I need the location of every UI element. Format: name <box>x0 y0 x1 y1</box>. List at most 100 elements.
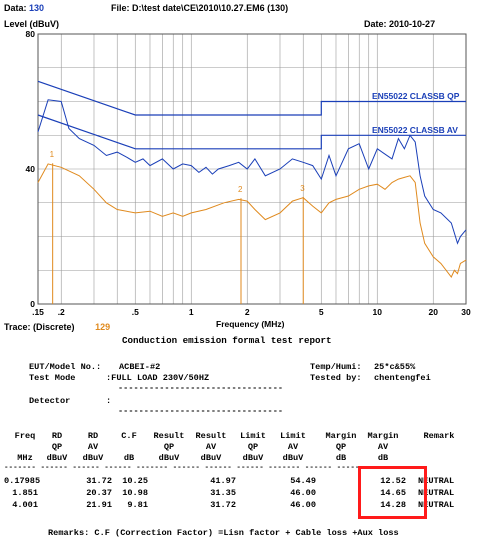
table-cell: 46.00 <box>290 500 316 510</box>
table-header-cell: Limit <box>240 431 266 441</box>
table-cell: 54.49 <box>290 476 316 486</box>
table-header-cell: AV <box>205 442 217 452</box>
table-cell: 21.91 <box>86 500 112 510</box>
file-label: File: <box>111 3 130 13</box>
x-axis-label: Frequency (MHz) <box>216 319 285 329</box>
x-tick-label: .2 <box>58 307 65 317</box>
table-header-cell: RD <box>87 431 99 441</box>
trace-value: 129 <box>95 322 111 332</box>
y-tick-label: 0 <box>30 299 35 309</box>
trace-info: Trace: (Discrete) 129 <box>4 322 110 332</box>
table-cell: 20.37 <box>86 488 112 498</box>
table-cell: 31.35 <box>210 488 236 498</box>
table-header-cell: Freq <box>14 431 36 441</box>
limit-label-av: EN55022 CLASSB AV <box>372 125 458 135</box>
margin-highlight-box <box>358 466 427 519</box>
table-cell: 10.25 <box>122 476 148 486</box>
x-tick-label: 20 <box>429 307 439 317</box>
file-value: D:\test date\CE\2010\10.27.EM6 (130) <box>132 3 289 13</box>
emission-chart: 1 2 3 .15 .2 .5 1 2 5 10 20 30 0 40 80 EN55022 CLASSB… <box>26 29 471 329</box>
marker-label: 1 <box>50 150 55 159</box>
tested-value: chentengfei <box>374 373 431 383</box>
table-cell: 1.851 <box>12 488 38 498</box>
axis-ticks: .15 .2 .5 1 2 5 10 20 30 0 40 80 <box>26 29 471 317</box>
table-header-cell: dBuV <box>82 453 104 463</box>
series-qp-line <box>37 99 467 245</box>
table-header-cell: dB <box>123 453 135 463</box>
date-value: 2010-10-27 <box>389 19 436 29</box>
report-title: Conduction emission formal test report <box>122 335 332 346</box>
table-header-cell: Margin <box>367 431 399 441</box>
series-av-line <box>37 163 467 278</box>
eut-value: ACBEI-#2 <box>119 362 161 372</box>
table-header-cell: QP <box>51 442 63 452</box>
table-cell: 31.72 <box>210 500 236 510</box>
table-header-cell: dB <box>377 453 389 463</box>
table-cell: NEUTRAL <box>418 488 455 498</box>
x-tick-label: 2 <box>245 307 250 317</box>
table-header-cell: Result <box>195 431 227 441</box>
x-tick-label: 1 <box>189 307 194 317</box>
table-header-cell: QP <box>163 442 175 452</box>
marker-label: 3 <box>300 184 305 193</box>
limit-line-av <box>37 114 466 150</box>
table-header-cell: Margin <box>325 431 357 441</box>
temp-label: Temp/Humi: <box>310 362 362 372</box>
file-path: File: D:\test date\CE\2010\10.27.EM6 (13… <box>111 3 288 13</box>
data-label: Data: <box>4 3 27 13</box>
peak-markers: 1 2 3 <box>50 150 305 304</box>
date-label: Date: <box>364 19 387 29</box>
table-header-cell: dBuV <box>200 453 222 463</box>
table-header-cell: AV <box>377 442 389 452</box>
table-header-cell: AV <box>87 442 99 452</box>
plot-frame <box>37 33 467 305</box>
table-cell: 4.001 <box>12 500 38 510</box>
table-cell: 46.00 <box>290 488 316 498</box>
table-cell: 31.72 <box>86 476 112 486</box>
detector-underline: -------------------------------- <box>118 406 284 416</box>
detector-label: Detector <box>29 396 71 406</box>
table-cell: 41.97 <box>210 476 236 486</box>
table-header-cell: AV <box>287 442 299 452</box>
x-tick-label: 30 <box>461 307 471 317</box>
x-tick-label: 10 <box>373 307 383 317</box>
chart-grid <box>37 33 467 305</box>
limit-label-qp: EN55022 CLASSB QP <box>372 91 460 101</box>
table-cell: 10.98 <box>122 488 148 498</box>
table-header-cell: RD <box>51 431 63 441</box>
y-axis-label: Level (dBuV) <box>4 19 60 29</box>
tested-label: Tested by: <box>310 373 362 383</box>
table-cell: NEUTRAL <box>418 500 455 510</box>
table-header-cell: dBuV <box>242 453 264 463</box>
table-header-cell: QP <box>247 442 259 452</box>
eut-label: EUT/Model No.: <box>29 362 102 372</box>
data-value: 130 <box>29 3 45 13</box>
x-tick-label: 5 <box>319 307 324 317</box>
limit-lines <box>37 80 466 150</box>
mode-underline: -------------------------------- <box>118 383 284 393</box>
data-number: Data: 130 <box>4 3 44 13</box>
data-series <box>37 99 467 278</box>
mode-value: :FULL LOAD 230V/50HZ <box>106 373 210 383</box>
y-tick-label: 80 <box>26 29 36 39</box>
detector-value: : <box>106 396 112 406</box>
report-date: Date: 2010-10-27 <box>364 19 435 29</box>
y-tick-label: 40 <box>26 164 36 174</box>
x-tick-label: .5 <box>132 307 139 317</box>
table-cell: 12.52 <box>380 476 406 486</box>
table-separator: ------- ------ ------ ------ ------- ---… <box>4 464 365 472</box>
x-tick-label: .15 <box>32 307 44 317</box>
table-cell: 14.65 <box>380 488 406 498</box>
table-header-cell: Limit <box>280 431 306 441</box>
table-header-cell: Result <box>153 431 185 441</box>
marker-label: 2 <box>238 185 243 194</box>
table-cell: 14.28 <box>380 500 406 510</box>
remarks: Remarks: C.F (Correction Factor) =Lisn f… <box>48 528 399 538</box>
temp-value: 25*c&55% <box>374 362 416 372</box>
table-header-cell: QP <box>335 442 347 452</box>
table-header-cell: dBuV <box>158 453 180 463</box>
trace-label: Trace: (Discrete) <box>4 322 75 332</box>
table-header-cell: dBuV <box>282 453 304 463</box>
limit-line-qp <box>37 80 466 116</box>
table-header-cell: Remark <box>423 431 455 441</box>
